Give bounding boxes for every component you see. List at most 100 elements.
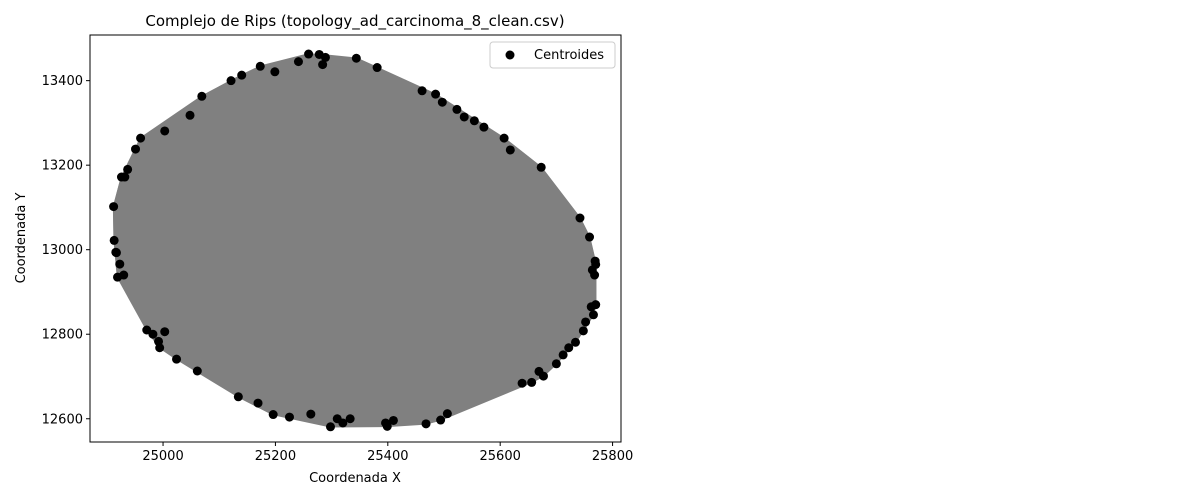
y-tick-label: 12800 <box>42 328 83 343</box>
centroid-point <box>233 392 243 402</box>
centroid-point <box>113 272 123 282</box>
centroid-point <box>160 126 170 136</box>
centroid-point <box>284 412 294 422</box>
plot-frame <box>89 34 622 443</box>
complex-edge <box>393 419 427 425</box>
centroid-point <box>452 104 462 114</box>
complex-edge <box>350 418 388 427</box>
x-tick-label: 25400 <box>367 449 408 464</box>
centroid-point <box>585 232 595 242</box>
complex-edge <box>135 130 165 150</box>
centroid-point <box>372 63 382 73</box>
centroid-point <box>517 378 527 388</box>
complex-edge <box>474 120 505 139</box>
centroid-point <box>325 422 335 432</box>
complex-edge <box>322 57 357 66</box>
x-tick-label: 25200 <box>255 449 296 464</box>
centroid-point <box>154 336 164 346</box>
y-tick-label: 13400 <box>42 74 83 89</box>
centroid-point <box>382 421 392 431</box>
centroid-point <box>421 419 431 429</box>
y-tick-label: 13000 <box>42 243 83 258</box>
centroid-point <box>226 76 236 86</box>
legend: Centroides <box>489 41 616 69</box>
centroid-point <box>588 310 598 320</box>
x-axis: 25000 25200 25400 25600 25800 <box>142 442 633 464</box>
centroid-point <box>306 409 316 419</box>
centroid-point <box>293 57 303 67</box>
centroid-point <box>115 259 125 269</box>
complex-edge <box>113 176 126 207</box>
centroid-points <box>109 49 601 432</box>
complex-edge <box>201 80 232 97</box>
y-axis: 12600 12800 13000 13200 13400 <box>42 74 90 427</box>
centroid-point <box>136 133 146 143</box>
centroid-point <box>172 354 182 364</box>
centroid-point <box>192 366 202 376</box>
complex-edge <box>510 149 542 168</box>
complex-edge <box>540 166 581 219</box>
centroid-point <box>109 202 119 212</box>
centroid-point <box>469 116 479 126</box>
centroid-point <box>148 329 158 339</box>
centroid-point <box>558 350 568 360</box>
centroid-point <box>590 270 600 280</box>
centroid-point <box>570 337 580 347</box>
chart-title: Complejo de Rips (topology_ad_carcinoma_… <box>145 12 564 31</box>
centroid-point <box>338 418 348 428</box>
centroid-point <box>431 89 441 99</box>
centroid-point <box>581 317 591 327</box>
centroid-point <box>575 213 585 223</box>
centroid-point <box>505 145 515 155</box>
centroid-point <box>304 49 314 59</box>
complex-edge <box>579 217 597 265</box>
complex-edge <box>164 114 191 132</box>
centroid-point <box>320 52 330 62</box>
centroid-point <box>459 112 469 122</box>
centroid-point <box>116 172 126 182</box>
complex-edge <box>113 206 115 241</box>
centroid-point <box>270 67 280 77</box>
legend-box <box>489 41 616 69</box>
centroid-point <box>536 162 546 172</box>
complex-edge <box>189 80 232 116</box>
centroid-point <box>185 110 195 120</box>
legend-label-centroides: Centroides <box>534 48 604 63</box>
centroid-point <box>111 247 121 257</box>
centroid-point <box>442 409 452 419</box>
complex-edge <box>483 126 511 151</box>
centroid-point <box>109 235 119 245</box>
complex-edge <box>376 67 423 92</box>
centroid-point <box>551 359 561 369</box>
centroid-point <box>564 343 574 353</box>
centroid-point <box>388 415 398 425</box>
x-tick-label: 25800 <box>592 449 633 464</box>
centroid-point <box>197 91 207 101</box>
complex-edge <box>113 176 122 207</box>
centroid-point <box>123 164 133 174</box>
centroid-point <box>268 410 278 420</box>
centroid-point <box>437 97 447 107</box>
legend-marker <box>505 50 515 60</box>
complex-edge <box>325 56 378 69</box>
y-tick-label: 12600 <box>42 412 83 427</box>
y-tick-label: 13200 <box>42 159 83 174</box>
centroid-point <box>479 122 489 132</box>
centroid-point <box>527 377 537 387</box>
x-tick-label: 25000 <box>142 449 183 464</box>
y-axis-label: Coordenada Y <box>14 193 29 284</box>
complex-edge <box>241 71 275 76</box>
hull-fill-layer <box>112 53 597 428</box>
x-tick-label: 25600 <box>480 449 521 464</box>
complex-edge <box>127 137 142 170</box>
centroid-point <box>131 144 141 154</box>
centroid-point <box>237 70 247 80</box>
centroid-point <box>351 53 361 63</box>
x-axis-label: Coordenada X <box>309 471 401 486</box>
complex-edge <box>393 413 448 421</box>
centroid-point <box>578 326 588 336</box>
centroid-point <box>417 86 427 96</box>
complex-fill <box>112 53 597 428</box>
centroid-point <box>255 61 265 71</box>
